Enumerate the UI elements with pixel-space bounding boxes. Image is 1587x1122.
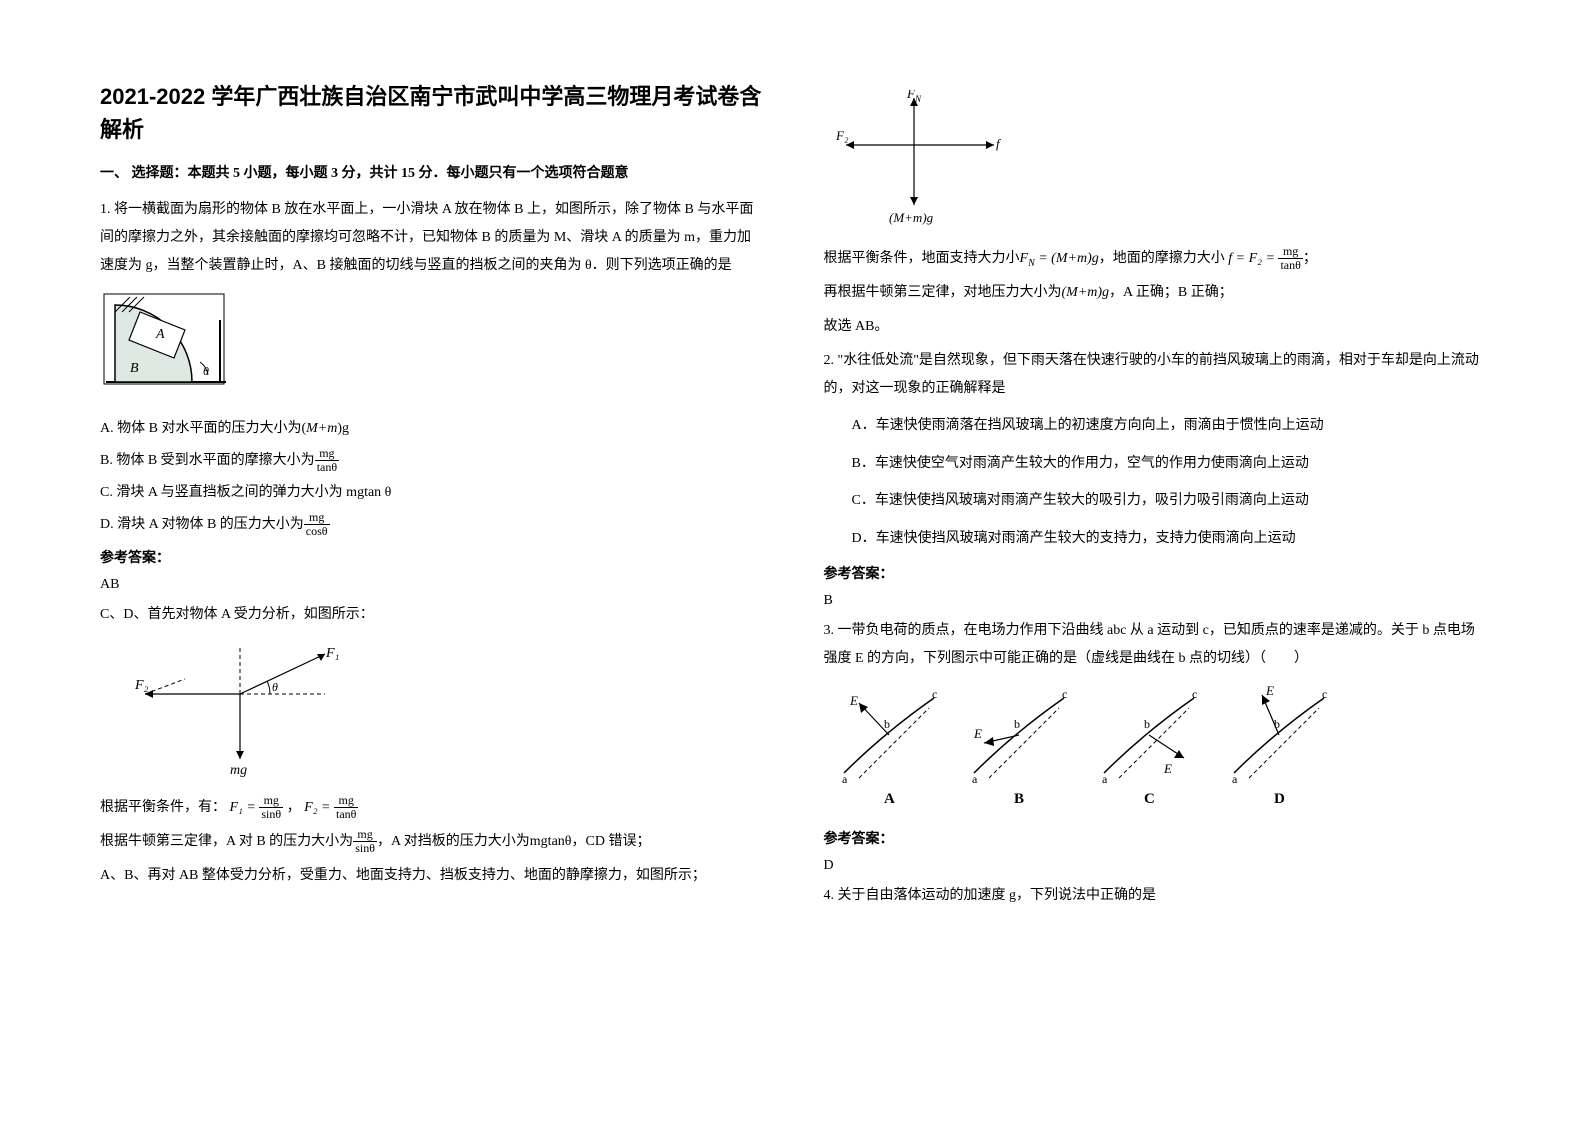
q2-answer-label: 参考答案： <box>824 563 1488 583</box>
q3-answer: D <box>824 858 1488 874</box>
svg-text:a: a <box>1102 772 1108 786</box>
q1-exp-4: A、B、再对 AB 整体受力分析，受重力、地面支持力、挡板支持力、地面的静摩擦力… <box>100 862 764 890</box>
q2-optC: C．车速快使挡风玻璃对雨滴产生较大的吸引力，吸引力吸引雨滴向上运动 <box>824 484 1488 518</box>
label-theta: θ <box>203 364 209 378</box>
q1-exp-3: 根据牛顿第三定律，A 对 B 的压力大小为mgsinθ，A 对挡板的压力大小为m… <box>100 828 764 856</box>
q1-fbd-ab: FN f F₂ (M+m)g <box>824 90 1488 235</box>
svg-text:a: a <box>1232 772 1238 786</box>
svg-text:f: f <box>996 136 1002 151</box>
q4-stem: 4. 关于自由落体运动的加速度 g，下列说法中正确的是 <box>824 882 1488 910</box>
svg-text:b: b <box>884 717 890 731</box>
svg-text:F₂: F₂ <box>835 128 849 143</box>
svg-text:E: E <box>1265 683 1274 698</box>
q1-exp-r3: 故选 AB。 <box>824 313 1488 341</box>
q2-optD: D．车速快使挡风玻璃对雨滴产生较大的支持力，支持力使雨滴向上运动 <box>824 522 1488 556</box>
svg-text:a: a <box>972 772 978 786</box>
q1-optB: B. 物体 B 受到水平面的摩擦大小为mgtanθ <box>100 447 764 475</box>
svg-text:E: E <box>1163 761 1172 776</box>
label-B: B <box>130 361 139 376</box>
q3-stem: 3. 一带负电荷的质点，在电场力作用下沿曲线 abc 从 a 运动到 c，已知质… <box>824 617 1488 673</box>
svg-text:B: B <box>1014 791 1024 807</box>
q3-answer-label: 参考答案： <box>824 828 1488 848</box>
svg-text:A: A <box>884 791 895 807</box>
q2-optA: A．车速快使雨滴落在挡风玻璃上的初速度方向向上，雨滴由于惯性向上运动 <box>824 409 1488 443</box>
svg-text:mg: mg <box>230 763 247 778</box>
q1-figure: A B θ <box>100 290 764 405</box>
svg-text:F₁: F₁ <box>325 646 339 661</box>
svg-text:c: c <box>1192 687 1197 701</box>
svg-text:D: D <box>1274 791 1285 807</box>
svg-text:a: a <box>842 772 848 786</box>
q1-exp-r1: 根据平衡条件，地面支持大力小FN = (M+m)g，地面的摩擦力大小 f = F… <box>824 245 1488 273</box>
svg-text:b: b <box>1274 717 1280 731</box>
q1-answer-label: 参考答案： <box>100 547 764 567</box>
q1-optA: A. 物体 B 对水平面的压力大小为(M+m)g <box>100 415 764 443</box>
q1-exp-r2: 再根据牛顿第三定律，对地压力大小为(M+m)g，A 正确；B 正确； <box>824 279 1488 307</box>
section-heading: 一、 选择题：本题共 5 小题，每小题 3 分，共计 15 分．每小题只有一个选… <box>100 162 764 182</box>
svg-text:E: E <box>849 693 858 708</box>
svg-text:c: c <box>1062 687 1067 701</box>
q1-answer: AB <box>100 577 764 593</box>
svg-text:C: C <box>1144 791 1155 807</box>
svg-text:c: c <box>932 687 937 701</box>
svg-text:F₂: F₂ <box>134 678 149 693</box>
q1-optC: C. 滑块 A 与竖直挡板之间的弹力大小为 mgtan θ <box>100 479 764 507</box>
q1-stem: 1. 将一横截面为扇形的物体 B 放在水平面上，一小滑块 A 放在物体 B 上，… <box>100 196 764 280</box>
q1-exp-eq: 根据平衡条件，有： F₁ = mgsinθ ， F₂ = mgtanθ <box>100 794 764 822</box>
q1-optD: D. 滑块 A 对物体 B 的压力大小为mgcosθ <box>100 511 764 539</box>
q2-optB: B．车速快使空气对雨滴产生较大的作用力，空气的作用力使雨滴向上运动 <box>824 447 1488 481</box>
svg-text:FN: FN <box>906 90 922 104</box>
svg-text:E: E <box>973 726 982 741</box>
svg-text:(M+m)g: (M+m)g <box>889 210 934 225</box>
q2-stem: 2. "水往低处流"是自然现象，但下雨天落在快速行驶的小车的前挡风玻璃上的雨滴，… <box>824 347 1488 403</box>
svg-text:θ: θ <box>272 680 278 694</box>
svg-text:b: b <box>1144 717 1150 731</box>
svg-text:b: b <box>1014 717 1020 731</box>
page-title: 2021-2022 学年广西壮族自治区南宁市武叫中学高三物理月考试卷含解析 <box>100 80 764 146</box>
q1-fbd-a: F₁ F₂ mg θ <box>100 639 764 784</box>
q2-answer: B <box>824 593 1488 609</box>
q1-exp-1: C、D、首先对物体 A 受力分析，如图所示： <box>100 601 764 629</box>
svg-text:c: c <box>1322 687 1327 701</box>
label-A: A <box>155 327 165 342</box>
q3-figure: a b c E A a b c E B <box>824 683 1488 818</box>
